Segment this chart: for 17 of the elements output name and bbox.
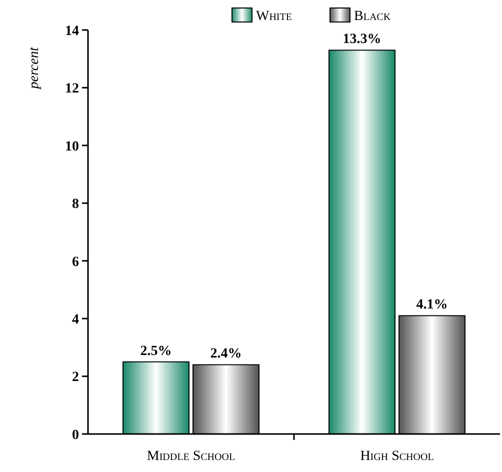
y-tick-label: 12 bbox=[65, 82, 79, 97]
y-tick-label: 4 bbox=[72, 312, 79, 328]
y-tick-label: 8 bbox=[72, 197, 79, 212]
y-tick-label: 0 bbox=[72, 428, 79, 443]
x-tick-label: Middle School bbox=[146, 449, 236, 464]
y-tick-label: 2 bbox=[72, 370, 79, 386]
data-label: 2.5% bbox=[140, 344, 172, 359]
data-label: 4.1% bbox=[416, 298, 448, 313]
y-tick-label: 10 bbox=[65, 139, 79, 154]
data-label: 2.4% bbox=[210, 346, 242, 362]
legend-label: Black bbox=[354, 9, 392, 24]
y-tick-label: 6 bbox=[72, 254, 79, 270]
legend-label: White bbox=[256, 9, 292, 24]
y-axis-title: percent bbox=[27, 46, 42, 90]
data-label: 13.3% bbox=[342, 32, 382, 48]
y-tick-label: 14 bbox=[65, 24, 79, 39]
x-tick-label: High School bbox=[360, 449, 434, 464]
